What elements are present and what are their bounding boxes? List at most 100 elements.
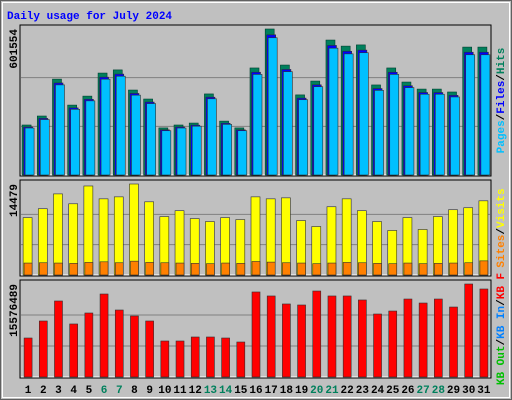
legend-entry: KB F <box>496 273 508 299</box>
bar <box>358 262 367 276</box>
bar <box>312 263 322 276</box>
x-tick-label: 20 <box>310 385 323 397</box>
bar <box>252 74 263 176</box>
bar <box>38 262 48 276</box>
bar <box>434 263 443 276</box>
bar <box>131 94 141 176</box>
x-tick-label: 11 <box>173 385 187 397</box>
bar <box>99 261 109 276</box>
bar <box>358 299 367 378</box>
bar <box>130 315 139 378</box>
x-tick-label: 4 <box>70 385 77 397</box>
y-tick-label: 601554 <box>9 29 21 69</box>
x-tick-label: 8 <box>131 385 138 397</box>
bar <box>328 47 339 176</box>
bar <box>297 262 306 276</box>
bar <box>145 262 154 276</box>
x-tick-label: 14 <box>219 385 233 397</box>
bar <box>465 54 476 176</box>
chart-title: Daily usage for July 2024 <box>7 11 172 23</box>
bar <box>373 263 382 276</box>
bar <box>221 262 230 276</box>
bar <box>190 263 200 276</box>
x-tick-label: 25 <box>386 385 400 397</box>
bar <box>327 295 337 378</box>
bar <box>54 262 63 276</box>
bar <box>449 306 458 378</box>
legend-entry: Hits <box>496 48 508 74</box>
x-tick-label: 31 <box>477 385 491 397</box>
bar <box>236 263 246 276</box>
bar <box>206 336 215 378</box>
x-tick-label: 9 <box>146 385 153 397</box>
bar <box>313 86 324 176</box>
bar <box>266 295 276 378</box>
x-tick-label: 6 <box>101 385 108 397</box>
bar <box>69 263 78 276</box>
x-tick-label: 16 <box>249 385 262 397</box>
legend: KB Out/KB In/KB F <box>496 273 508 385</box>
bar <box>251 291 261 378</box>
bar <box>282 262 291 276</box>
y-tick-label: 14479 <box>9 184 21 217</box>
bar <box>130 260 139 276</box>
bar <box>114 309 124 378</box>
legend-separator: / <box>496 74 508 81</box>
x-tick-label: 28 <box>432 385 446 397</box>
legend-separator: / <box>496 228 508 235</box>
bar <box>84 262 94 276</box>
bar <box>282 303 291 378</box>
bar <box>403 262 413 276</box>
x-tick-label: 27 <box>417 385 430 397</box>
bar <box>374 90 384 176</box>
x-tick-label: 18 <box>280 385 294 397</box>
bar <box>435 93 445 176</box>
bar <box>479 288 489 378</box>
x-tick-label: 10 <box>158 385 171 397</box>
bar <box>251 261 261 276</box>
bar <box>161 130 172 176</box>
bar <box>84 312 94 378</box>
bar <box>343 53 354 176</box>
bar <box>297 304 306 378</box>
bar <box>54 300 63 378</box>
legend-entry: KB In <box>496 306 508 339</box>
x-tick-label: 12 <box>189 385 202 397</box>
legend-separator: / <box>496 299 508 306</box>
bar <box>39 119 50 176</box>
bar <box>327 262 337 276</box>
bar <box>464 262 474 276</box>
x-tick-label: 5 <box>86 385 93 397</box>
bar <box>450 96 460 176</box>
x-tick-label: 15 <box>234 385 248 397</box>
x-tick-label: 7 <box>116 385 123 397</box>
bar <box>70 108 80 176</box>
bar <box>190 336 200 378</box>
bar <box>83 185 94 276</box>
x-tick-label: 24 <box>371 385 385 397</box>
x-tick-label: 26 <box>401 385 414 397</box>
bar <box>114 262 124 276</box>
bar <box>206 263 215 276</box>
bar <box>175 262 185 276</box>
bar <box>160 340 170 378</box>
bar <box>85 100 96 176</box>
bar <box>100 78 111 176</box>
legend: Pages/Files/Hits <box>496 48 508 154</box>
x-tick-label: 13 <box>204 385 218 397</box>
bar <box>388 263 398 276</box>
bar <box>115 75 126 176</box>
legend-separator: / <box>496 113 508 120</box>
bar <box>479 260 489 276</box>
bar <box>418 263 428 276</box>
bar <box>373 313 382 378</box>
x-tick-label: 22 <box>341 385 354 397</box>
y-tick-label: 15576489 <box>9 284 21 337</box>
x-tick-label: 3 <box>55 385 62 397</box>
bar <box>480 54 491 176</box>
bar <box>160 262 170 276</box>
bar <box>298 99 308 176</box>
bar <box>237 130 248 176</box>
bar <box>23 337 33 378</box>
